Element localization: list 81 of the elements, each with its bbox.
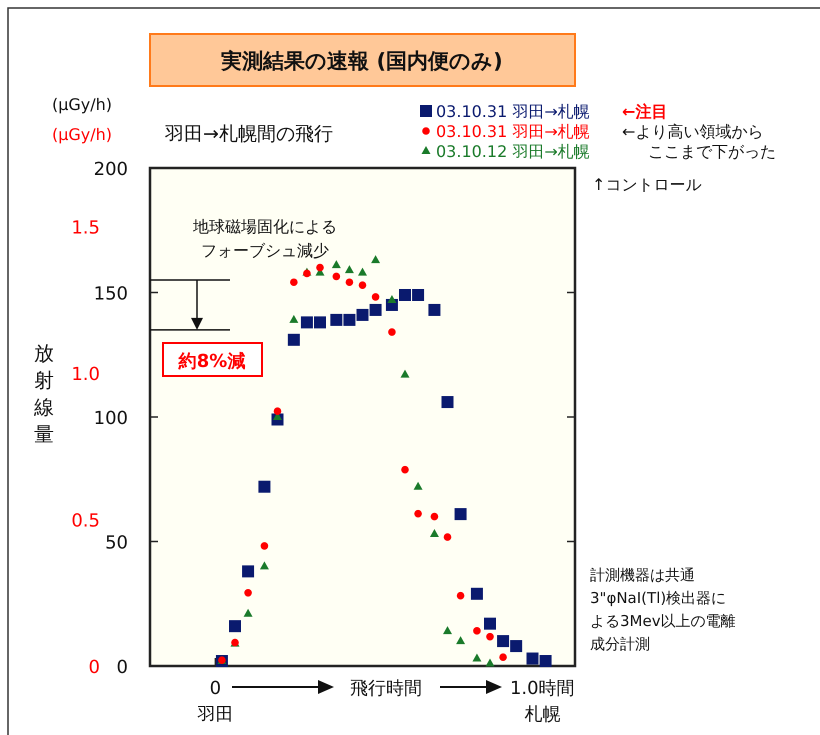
- point: [499, 653, 507, 662]
- point: [430, 512, 438, 520]
- point: [289, 314, 298, 323]
- point: [244, 588, 252, 597]
- point: [288, 334, 300, 346]
- point: [486, 632, 494, 641]
- y2-tick-label: 100: [94, 408, 128, 429]
- point: [346, 278, 354, 286]
- point: [540, 655, 552, 668]
- chart-subtitle: 羽田→札幌間の飛行: [164, 123, 333, 145]
- point: [414, 482, 423, 490]
- point: [343, 314, 356, 326]
- text: (μGy/h): [52, 95, 112, 114]
- point: [260, 542, 268, 550]
- point: [473, 627, 481, 635]
- point: [486, 658, 494, 667]
- point: [526, 652, 538, 665]
- point: [387, 294, 396, 303]
- point: [472, 654, 482, 662]
- legend-label: 03.10.31 羽田→札幌: [436, 122, 590, 141]
- y2-tick-label: 50: [105, 532, 128, 554]
- y-tick-label: 0: [88, 657, 100, 678]
- point: [358, 268, 367, 276]
- text: 羽田: [196, 704, 234, 725]
- point: [300, 316, 313, 328]
- point: [260, 561, 269, 570]
- point: [497, 635, 510, 648]
- point: [229, 620, 241, 632]
- annotation: 地球磁場固化によるフォーブシュ減少: [192, 217, 337, 260]
- point: [371, 255, 380, 264]
- point: [242, 565, 254, 578]
- point: [399, 288, 411, 301]
- point: [412, 288, 424, 301]
- y-tick-label: 0.5: [71, 510, 100, 532]
- point: [332, 260, 341, 268]
- text: 計測機器は共通3"φNaI(Tl)検出器による3Mev以上の電離成分計測: [590, 566, 736, 653]
- point: [456, 636, 466, 644]
- point: [484, 618, 496, 630]
- legend-label: 03.10.12 羽田→札幌: [436, 142, 590, 161]
- y-tick-label: 1.0: [71, 364, 100, 386]
- point: [370, 304, 382, 316]
- annotation: 約8%減: [178, 351, 246, 372]
- point: [344, 265, 354, 274]
- point: [401, 466, 409, 474]
- point: [414, 510, 422, 518]
- legend-label: 03.10.31 羽田→札幌: [436, 102, 590, 121]
- point: [356, 308, 368, 321]
- point: [358, 281, 366, 289]
- point: [428, 304, 440, 316]
- y-axis-title: 放射線量: [33, 341, 54, 446]
- point: [442, 396, 454, 408]
- point: [274, 407, 282, 415]
- text: ←より高い領域からここまで下がった: [622, 122, 776, 161]
- point: [388, 328, 396, 336]
- point: [258, 480, 270, 493]
- y-tick-label: 1.5: [71, 218, 100, 239]
- point: [443, 626, 452, 634]
- point: [400, 370, 410, 378]
- y2-tick-label: 200: [94, 159, 128, 180]
- x-tick-label: 1.0時間: [510, 678, 575, 699]
- point: [454, 508, 467, 520]
- text: 札幌: [524, 704, 560, 725]
- x-axis-title: 飛行時間: [350, 678, 422, 699]
- point: [444, 533, 452, 541]
- point: [316, 264, 324, 272]
- text: (μGy/h): [52, 125, 112, 144]
- point: [470, 588, 483, 600]
- text: ↑コントロール: [592, 175, 702, 194]
- point: [314, 316, 326, 328]
- y2-tick-label: 0: [116, 657, 128, 678]
- point: [290, 278, 298, 286]
- point: [330, 314, 342, 326]
- y2-tick-label: 150: [94, 284, 128, 304]
- point: [430, 529, 439, 538]
- point: [372, 293, 380, 301]
- text: ←注目: [622, 102, 668, 121]
- point: [456, 592, 464, 600]
- point: [332, 272, 340, 280]
- chart-title: 実測結果の速報 (国内便のみ): [220, 49, 503, 73]
- point: [510, 640, 522, 652]
- point: [244, 608, 253, 617]
